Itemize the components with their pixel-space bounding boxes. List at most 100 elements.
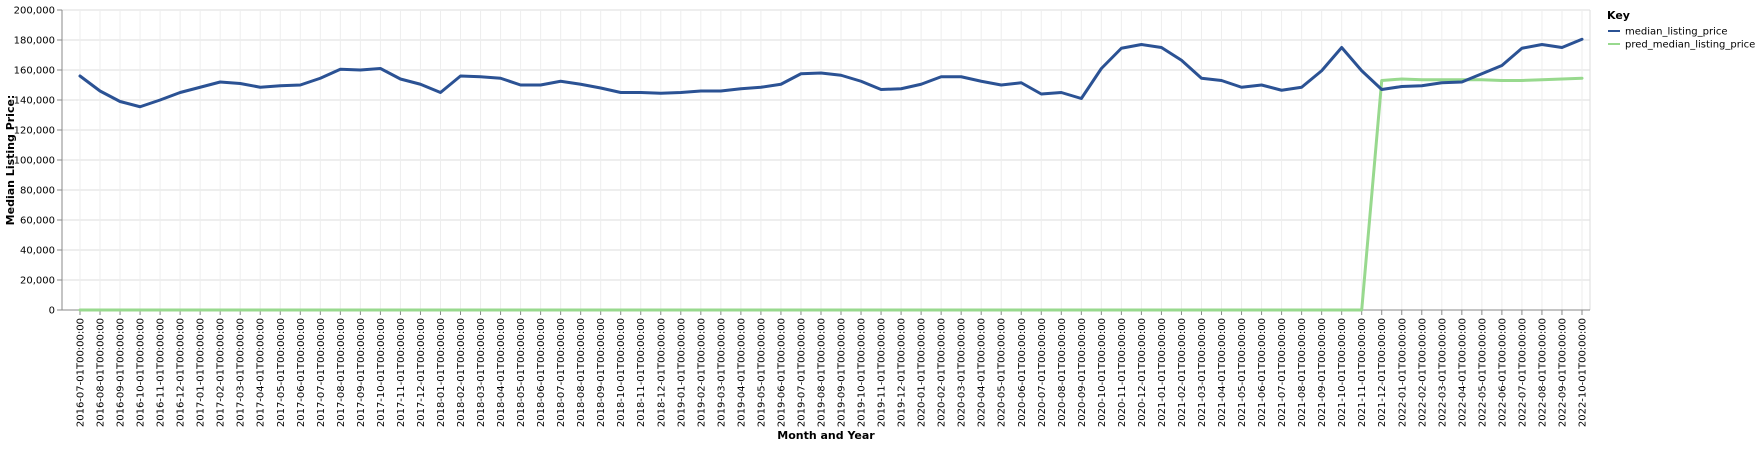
x-tick-label: 2022-08-01T00:00:00 (1537, 318, 1548, 427)
x-tick-label: 2018-03-01T00:00:00 (476, 318, 487, 427)
x-tick-label: 2020-07-01T00:00:00 (1037, 318, 1048, 427)
x-tick-label: 2021-09-01T00:00:00 (1317, 318, 1328, 427)
x-tick-label: 2017-09-01T00:00:00 (356, 318, 367, 427)
y-tick-label: 0 (49, 306, 55, 317)
x-tick-label: 2021-02-01T00:00:00 (1177, 318, 1188, 427)
x-tick-label: 2020-01-01T00:00:00 (917, 318, 928, 427)
x-tick-label: 2018-05-01T00:00:00 (516, 318, 527, 427)
x-tick-label: 2018-02-01T00:00:00 (456, 318, 467, 427)
x-tick-label: 2020-02-01T00:00:00 (937, 318, 948, 427)
x-tick-label: 2020-10-01T00:00:00 (1097, 318, 1108, 427)
y-tick-label: 160,000 (14, 66, 55, 77)
x-tick-label: 2018-08-01T00:00:00 (576, 318, 587, 427)
x-tick-label: 2018-12-01T00:00:00 (656, 318, 667, 427)
x-tick-label: 2018-04-01T00:00:00 (496, 318, 507, 427)
x-tick-label: 2020-04-01T00:00:00 (977, 318, 988, 427)
x-tick-label: 2019-11-01T00:00:00 (877, 318, 888, 427)
legend-label-median: median_listing_price (1625, 27, 1728, 38)
x-tick-label: 2017-08-01T00:00:00 (336, 318, 347, 427)
x-axis-title: Month and Year (777, 429, 875, 442)
x-tick-label: 2018-01-01T00:00:00 (436, 318, 447, 427)
x-tick-label: 2022-03-01T00:00:00 (1437, 318, 1448, 427)
y-tick-label: 140,000 (14, 96, 55, 107)
x-tick-label: 2019-08-01T00:00:00 (816, 318, 827, 427)
x-tick-label: 2022-01-01T00:00:00 (1397, 318, 1408, 427)
x-tick-label: 2021-05-01T00:00:00 (1237, 318, 1248, 427)
x-tick-label: 2022-07-01T00:00:00 (1517, 318, 1528, 427)
x-tick-label: 2019-10-01T00:00:00 (857, 318, 868, 427)
legend-label-pred: pred_median_listing_price (1625, 40, 1755, 51)
x-tick-label: 2018-07-01T00:00:00 (556, 318, 567, 427)
x-tick-label: 2017-07-01T00:00:00 (316, 318, 327, 427)
x-tick-label: 2022-06-01T00:00:00 (1497, 318, 1508, 427)
x-tick-label: 2016-07-01T00:00:00 (76, 318, 87, 427)
x-tick-label: 2020-12-01T00:00:00 (1137, 318, 1148, 427)
x-tick-label: 2019-12-01T00:00:00 (897, 318, 908, 427)
x-tick-label: 2017-01-01T00:00:00 (196, 318, 207, 427)
x-tick-label: 2020-03-01T00:00:00 (957, 318, 968, 427)
legend: Key median_listing_price pred_median_lis… (1607, 9, 1755, 51)
x-tick-label: 2021-03-01T00:00:00 (1197, 318, 1208, 427)
x-tick-label: 2016-12-01T00:00:00 (176, 318, 187, 427)
series-line-pred_median_listing_price (78, 76, 1584, 312)
x-tick-label: 2022-05-01T00:00:00 (1477, 318, 1488, 427)
x-tick-label: 2019-01-01T00:00:00 (676, 318, 687, 427)
x-tick-label: 2016-10-01T00:00:00 (136, 318, 147, 427)
y-tick-label: 60,000 (20, 216, 55, 227)
y-tick-label: 180,000 (14, 36, 55, 47)
x-tick-label: 2016-11-01T00:00:00 (156, 318, 167, 427)
x-tick-label: 2021-07-01T00:00:00 (1277, 318, 1288, 427)
x-tick-label: 2018-11-01T00:00:00 (636, 318, 647, 427)
axes: 0 20,000 40,000 60,000 80,000 100,000 120,000 1… (14, 6, 1590, 427)
x-tick-label: 2020-11-01T00:00:00 (1117, 318, 1128, 427)
x-tick-label: 2021-10-01T00:00:00 (1337, 318, 1348, 427)
x-tick-label: 2016-09-01T00:00:00 (116, 318, 127, 427)
x-tick-label: 2019-06-01T00:00:00 (776, 318, 787, 427)
x-tick-label: 2019-09-01T00:00:00 (837, 318, 848, 427)
series-line-median_listing_price (78, 37, 1584, 109)
x-tick-label: 2016-08-01T00:00:00 (96, 318, 107, 427)
x-tick-label: 2021-01-01T00:00:00 (1157, 318, 1168, 427)
x-tick-label: 2017-04-01T00:00:00 (256, 318, 267, 427)
x-tick-label: 2020-05-01T00:00:00 (997, 318, 1008, 427)
x-tick-label: 2022-02-01T00:00:00 (1417, 318, 1428, 427)
y-tick-label: 80,000 (20, 186, 55, 197)
x-tick-label: 2020-06-01T00:00:00 (1017, 318, 1028, 427)
y-tick-label: 20,000 (20, 276, 55, 287)
x-tick-label: 2017-05-01T00:00:00 (276, 318, 287, 427)
legend-title: Key (1607, 9, 1630, 22)
x-tick-label: 2019-02-01T00:00:00 (696, 318, 707, 427)
x-tick-label: 2017-02-01T00:00:00 (216, 318, 227, 427)
x-tick-label: 2021-08-01T00:00:00 (1297, 318, 1308, 427)
x-tick-label: 2020-09-01T00:00:00 (1077, 318, 1088, 427)
x-tick-label: 2021-12-01T00:00:00 (1377, 318, 1388, 427)
series-lines (78, 37, 1584, 312)
x-tick-label: 2022-10-01T00:00:00 (1578, 318, 1589, 427)
y-tick-label: 40,000 (20, 246, 55, 257)
x-tick-label: 2019-05-01T00:00:00 (756, 318, 767, 427)
x-tick-label: 2017-03-01T00:00:00 (236, 318, 247, 427)
x-tick-label: 2021-06-01T00:00:00 (1257, 318, 1268, 427)
x-tick-label: 2018-09-01T00:00:00 (596, 318, 607, 427)
x-tick-label: 2019-07-01T00:00:00 (796, 318, 807, 427)
x-tick-label: 2022-04-01T00:00:00 (1457, 318, 1468, 427)
x-tick-label: 2018-10-01T00:00:00 (616, 318, 627, 427)
y-tick-label: 100,000 (14, 156, 55, 167)
x-tick-label: 2020-08-01T00:00:00 (1057, 318, 1068, 427)
x-tick-label: 2017-11-01T00:00:00 (396, 318, 407, 427)
gridlines (62, 9, 1591, 311)
x-tick-label: 2018-06-01T00:00:00 (536, 318, 547, 427)
x-tick-label: 2021-04-01T00:00:00 (1217, 318, 1228, 427)
y-axis-title: Median Listing Price: (4, 95, 17, 226)
x-tick-label: 2022-09-01T00:00:00 (1557, 318, 1568, 427)
y-tick-label: 200,000 (14, 6, 55, 17)
y-tick-label: 120,000 (14, 126, 55, 137)
x-tick-label: 2017-10-01T00:00:00 (376, 318, 387, 427)
x-tick-label: 2019-03-01T00:00:00 (716, 318, 727, 427)
x-tick-label: 2017-06-01T00:00:00 (296, 318, 307, 427)
x-tick-label: 2021-11-01T00:00:00 (1357, 318, 1368, 427)
x-tick-label: 2019-04-01T00:00:00 (736, 318, 747, 427)
x-tick-label: 2017-12-01T00:00:00 (416, 318, 427, 427)
